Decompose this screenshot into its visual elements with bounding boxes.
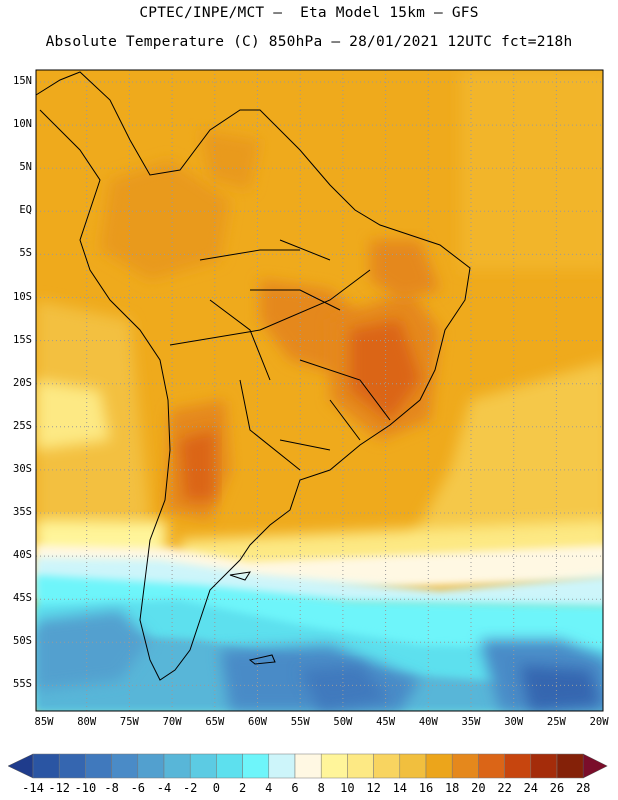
scale-swatch xyxy=(242,753,270,779)
scale-label: 10 xyxy=(340,781,355,795)
scale-swatch xyxy=(163,753,191,779)
scale-label: 8 xyxy=(317,781,325,795)
lon-label: 85W xyxy=(34,716,54,728)
scale-label: 22 xyxy=(497,781,512,795)
title-line-1: CPTEC/INPE/MCT – Eta Model 15km – GFS xyxy=(139,5,479,21)
title-line-2: Absolute Temperature (C) 850hPa – 28/01/… xyxy=(45,34,573,50)
lon-label: 70W xyxy=(162,716,182,728)
scale-swatch xyxy=(137,753,165,779)
scale-label: 16 xyxy=(418,781,434,795)
scale-arrow-high xyxy=(582,753,608,779)
scale-label: -12 xyxy=(48,781,71,795)
temperature-field xyxy=(36,70,603,711)
lon-label: 60W xyxy=(248,716,267,728)
scale-label: 26 xyxy=(549,781,565,795)
scale-label: -2 xyxy=(182,781,198,795)
scale-swatch xyxy=(478,753,505,779)
lat-label: 35S xyxy=(13,506,32,518)
lon-label: 45W xyxy=(376,716,396,728)
color-scale-bar xyxy=(7,753,608,779)
lat-label: 55S xyxy=(13,678,32,691)
scale-swatch xyxy=(85,753,112,779)
scale-label: 0 xyxy=(212,781,220,795)
scale-swatch xyxy=(451,753,479,779)
lat-lon-grid xyxy=(36,70,603,711)
lat-label: 20S xyxy=(13,376,32,389)
scale-label: 2 xyxy=(238,781,247,795)
lat-label: 10N xyxy=(13,118,32,131)
scale-label: 20 xyxy=(471,781,486,795)
scale-swatch xyxy=(504,753,532,779)
scale-label: 12 xyxy=(366,781,381,795)
lon-label: 65W xyxy=(205,716,225,728)
scale-label: -6 xyxy=(130,781,146,795)
lon-label: 50W xyxy=(333,716,353,728)
scale-swatch xyxy=(189,753,217,779)
scale-label: -4 xyxy=(156,781,172,795)
scale-label: 14 xyxy=(392,781,408,795)
scale-swatch xyxy=(556,753,584,779)
lat-label: 40S xyxy=(13,549,32,562)
lon-label: 25W xyxy=(546,716,566,728)
scale-label: 18 xyxy=(444,781,460,795)
coastlines xyxy=(35,71,471,681)
lat-label: 5N xyxy=(19,161,32,174)
lon-label: 40W xyxy=(418,716,438,728)
scale-label: -10 xyxy=(74,781,97,795)
scale-label: 4 xyxy=(265,781,273,795)
scale-swatch xyxy=(425,753,453,779)
lon-label: 55W xyxy=(290,716,310,728)
lat-label: 30S xyxy=(13,462,32,475)
scale-label: 28 xyxy=(575,781,591,795)
lon-label: 35W xyxy=(461,716,481,728)
lat-label: 15N xyxy=(13,75,32,87)
lon-label: 20W xyxy=(589,716,609,728)
scale-swatch xyxy=(294,753,322,779)
lat-label: 5S xyxy=(19,247,32,260)
scale-arrow-low xyxy=(7,753,34,779)
scale-swatch xyxy=(58,753,86,779)
scale-label: 24 xyxy=(523,781,539,795)
lon-label: 75W xyxy=(119,716,139,728)
scale-label: -8 xyxy=(104,781,119,795)
lat-label: 45S xyxy=(13,592,32,605)
lat-label: 25S xyxy=(13,419,32,432)
lat-label: 50S xyxy=(13,635,32,648)
scale-swatch xyxy=(530,753,558,779)
scale-swatch xyxy=(32,753,60,779)
scale-label: 6 xyxy=(291,781,299,795)
lon-label: 80W xyxy=(77,716,97,728)
lat-label: 10S xyxy=(13,290,32,303)
lat-label: 15S xyxy=(13,333,32,346)
scale-swatch xyxy=(268,753,296,779)
scale-label: -14 xyxy=(22,781,44,795)
scale-swatch xyxy=(347,753,374,779)
lat-label: EQ xyxy=(19,204,32,217)
scale-swatch xyxy=(320,753,348,779)
scale-swatch xyxy=(111,753,139,779)
scale-swatch xyxy=(373,753,401,779)
scale-swatch xyxy=(216,753,243,779)
lon-label: 30W xyxy=(504,716,524,728)
scale-swatch xyxy=(399,753,427,779)
